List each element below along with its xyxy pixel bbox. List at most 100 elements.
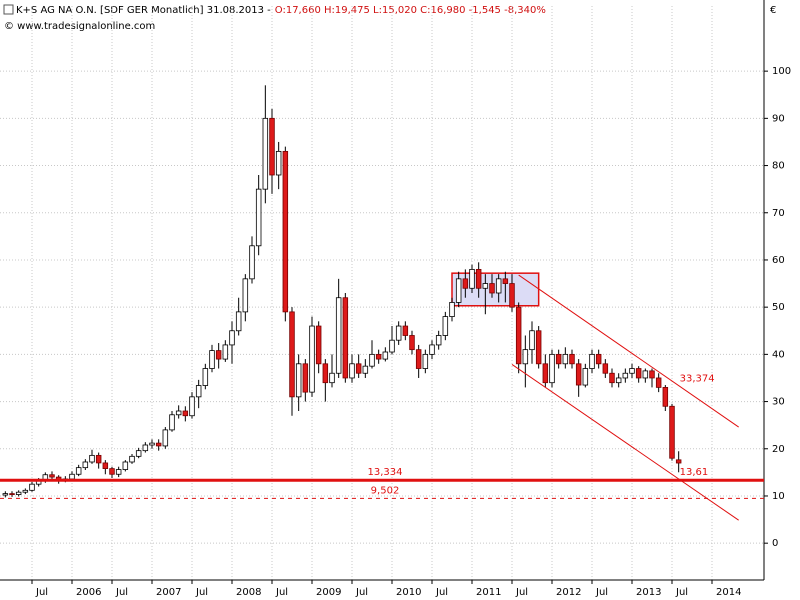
- candle-body: [222, 344, 229, 360]
- candle-body: [402, 325, 409, 336]
- candle-body: [149, 442, 155, 446]
- candle-body: [95, 454, 102, 464]
- candle-body: [295, 363, 302, 398]
- candle-body: [329, 372, 335, 384]
- candle-body: [162, 429, 169, 447]
- candle-body: [449, 302, 455, 318]
- x-tick-label: 2010: [396, 587, 421, 598]
- candle-body: [2, 493, 9, 496]
- candle-body: [422, 353, 429, 369]
- candle-body: [382, 351, 389, 360]
- candle-body: [575, 363, 582, 386]
- candle-body: [309, 325, 315, 393]
- x-tick-label: Jul: [515, 587, 528, 598]
- candle-body: [202, 368, 209, 386]
- chart-title: K+S AG NA O.N. [SDF GER Monatlich] 31.08…: [16, 5, 271, 16]
- y-tick-label: 100: [772, 66, 791, 77]
- x-tick-label: 2006: [76, 587, 101, 598]
- x-tick-label: Jul: [435, 587, 448, 598]
- candle-body: [335, 297, 342, 374]
- x-tick-label: 2012: [556, 587, 581, 598]
- candle-body: [215, 350, 222, 360]
- x-tick-label: Jul: [275, 587, 288, 598]
- candle-body: [82, 461, 89, 469]
- candle-body: [122, 461, 129, 470]
- candle-body: [595, 353, 602, 365]
- unit-label: €: [770, 5, 776, 16]
- candle-body: [429, 344, 435, 355]
- chart-icon: [3, 4, 14, 15]
- x-tick-label: 2007: [156, 587, 181, 598]
- candle-body: [362, 365, 369, 374]
- y-tick-label: 70: [772, 208, 785, 219]
- candle-body: [315, 325, 322, 365]
- candle-body: [182, 410, 189, 417]
- candle-body: [409, 335, 415, 351]
- candle-body: [435, 335, 442, 346]
- y-tick-label: 10: [772, 491, 785, 502]
- candle-body: [455, 278, 462, 303]
- candle-body: [289, 311, 295, 398]
- candle-body: [255, 188, 262, 247]
- candle-body: [502, 278, 509, 284]
- candle-body: [169, 414, 175, 431]
- candle-body: [669, 405, 675, 459]
- candle-body: [75, 467, 82, 475]
- candle-body: [662, 387, 669, 407]
- chart-subtitle: O:17,660 H:19,475 L:15,020 C:16,980 -1,5…: [275, 5, 546, 16]
- candle-body: [142, 444, 149, 452]
- candle-body: [562, 353, 569, 365]
- candle-body: [635, 368, 642, 379]
- candle-body: [475, 268, 482, 289]
- candle-body: [115, 469, 122, 475]
- candle-body: [282, 150, 289, 313]
- support-label: 13,334: [368, 467, 403, 478]
- candle-body: [622, 372, 629, 379]
- candle-body: [389, 339, 395, 353]
- x-tick-label: Jul: [595, 587, 608, 598]
- candle-body: [369, 353, 375, 367]
- candle-body: [49, 474, 55, 478]
- candle-body: [342, 297, 349, 379]
- x-tick-label: 2014: [716, 587, 741, 598]
- candle-body: [189, 396, 195, 417]
- x-tick-label: 2013: [636, 587, 661, 598]
- candle-body: [442, 316, 449, 336]
- candle-body: [129, 455, 135, 463]
- candle-body: [275, 150, 282, 176]
- candle-body: [155, 442, 162, 447]
- candle-body: [9, 493, 15, 496]
- candle-body: [22, 489, 29, 493]
- candle-body: [29, 483, 35, 491]
- candle-body: [609, 372, 615, 384]
- candle-body: [482, 283, 489, 289]
- candle-body: [229, 330, 235, 346]
- support-label: 9,502: [371, 485, 400, 496]
- candle-body: [602, 363, 609, 374]
- candle-body: [549, 353, 555, 384]
- candle-body: [615, 377, 622, 384]
- x-tick-label: 2008: [236, 587, 261, 598]
- candle-body: [69, 473, 75, 480]
- y-tick-label: 90: [772, 113, 785, 124]
- candle-body: [522, 349, 529, 365]
- candle-body: [15, 491, 22, 495]
- trend-label: 13,61: [680, 467, 709, 478]
- x-tick-label: Jul: [35, 587, 48, 598]
- y-tick-label: 50: [772, 302, 785, 313]
- candle-body: [135, 450, 142, 457]
- y-tick-label: 20: [772, 444, 785, 455]
- trend-label: 33,374: [680, 374, 715, 385]
- candle-body: [322, 363, 329, 384]
- x-tick-label: Jul: [195, 587, 208, 598]
- candle-body: [109, 468, 115, 475]
- trend-line: [518, 274, 739, 428]
- y-tick-label: 80: [772, 161, 785, 172]
- candle-body: [415, 349, 422, 369]
- candle-body: [102, 462, 109, 469]
- x-tick-label: 2009: [316, 587, 341, 598]
- candle-body: [642, 370, 649, 379]
- x-tick-label: Jul: [355, 587, 368, 598]
